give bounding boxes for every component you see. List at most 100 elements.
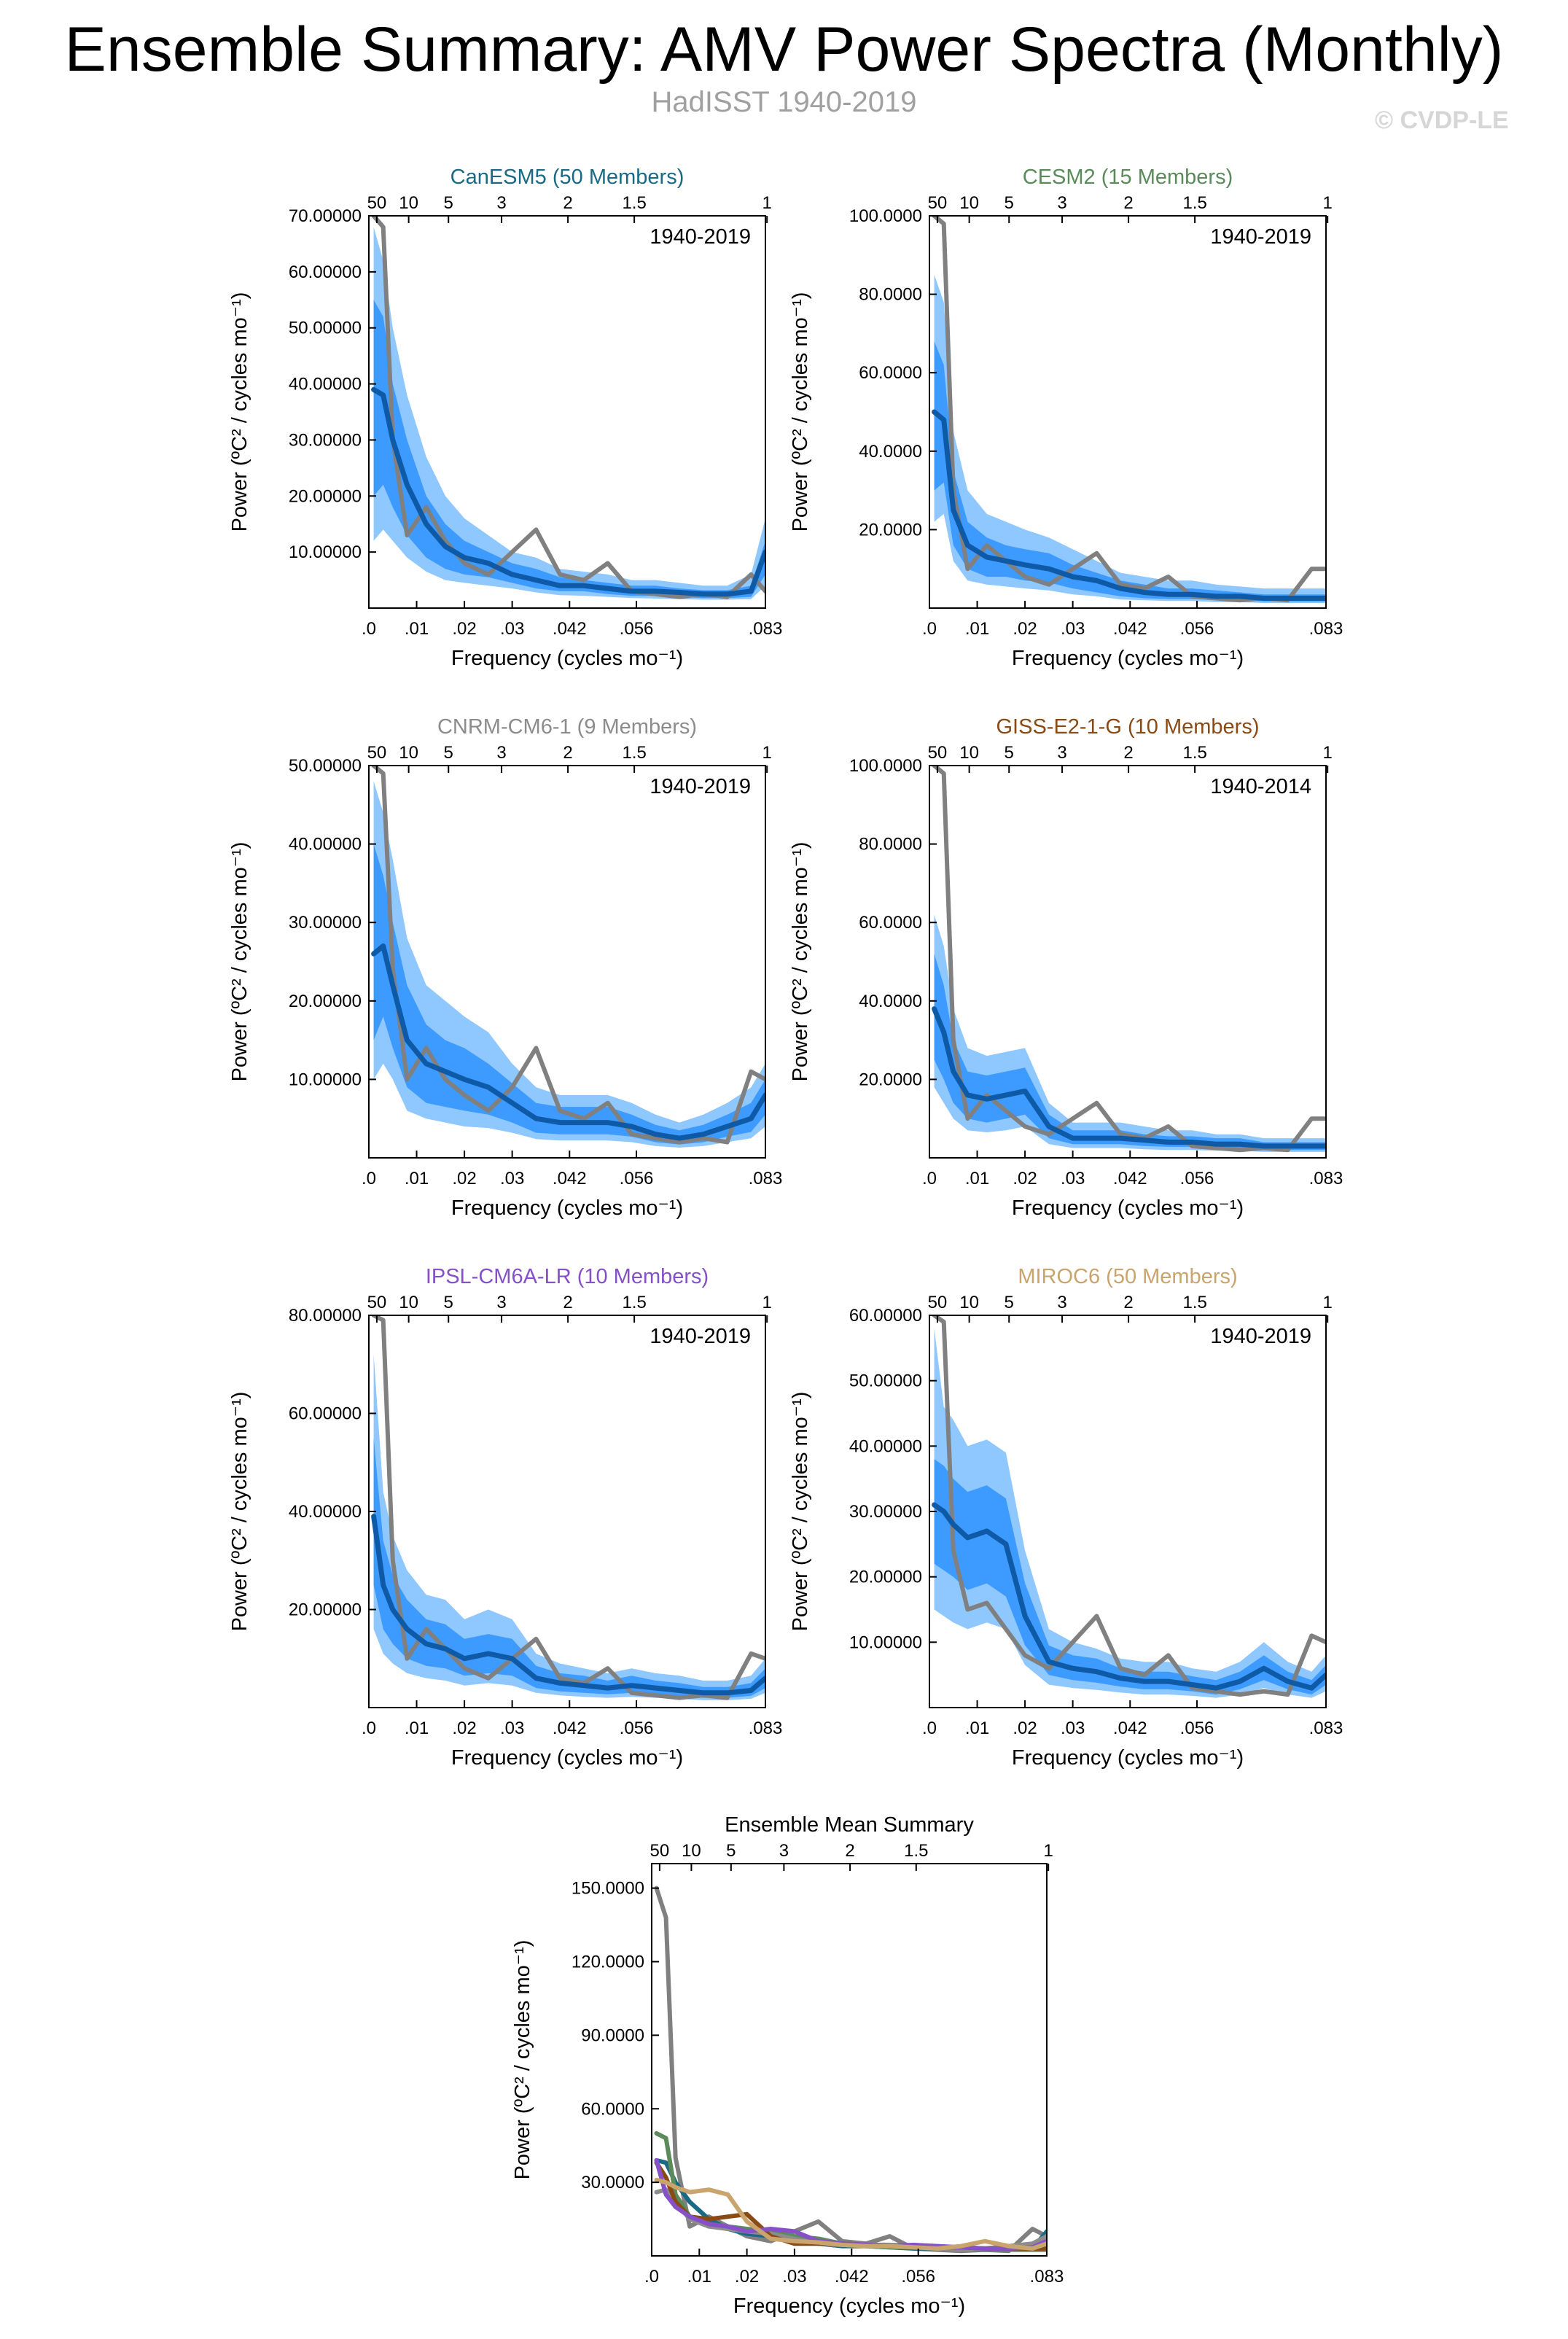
plot-frame [368, 215, 766, 609]
x-axis-label: Frequency (cycles mo⁻¹) [733, 2295, 965, 2318]
period-tick-label: 5 [1005, 1293, 1014, 1312]
period-label: 1940-2019 [1210, 225, 1311, 249]
x-axis-label: Frequency (cycles mo⁻¹) [1012, 647, 1244, 670]
y-tick-label: 10.00000 [289, 542, 362, 562]
period-label: 1940-2019 [650, 775, 751, 798]
period-label: 1940-2014 [1210, 775, 1311, 798]
x-tick-label: .056 [1180, 619, 1214, 639]
period-tick-label: 1 [1323, 193, 1333, 213]
x-tick-label: .083 [1309, 1169, 1343, 1188]
period-tick-label: 3 [1057, 1293, 1066, 1312]
period-tick-label: 3 [779, 1841, 789, 1861]
y-tick-label: 20.0000 [859, 1070, 922, 1089]
x-tick-label: .083 [749, 619, 783, 639]
period-tick-label: 3 [496, 1293, 506, 1312]
chart-3: .0 .01 .02 .03 .042 .056 .083 50 10 5 3 2 1.5 1 10.000… [228, 715, 782, 1220]
x-tick-label: .03 [1061, 1719, 1085, 1738]
period-tick-label: 1.5 [622, 1293, 646, 1312]
period-tick-label: 10 [399, 1293, 418, 1312]
y-tick-label: 60.0000 [859, 913, 922, 933]
x-tick-label: .083 [749, 1719, 783, 1738]
y-tick-label: 10.00000 [849, 1632, 922, 1652]
x-tick-label: .0 [922, 619, 937, 639]
plot-frame [651, 1863, 1048, 2257]
chart-title: CESM2 (15 Members) [1023, 166, 1233, 189]
chart-5: .0 .01 .02 .03 .042 .056 .083 50 10 5 3 2 1.5 1 20.000… [228, 1265, 782, 1770]
y-tick-label: 50.00000 [849, 1371, 922, 1391]
y-tick-label: 30.00000 [849, 1502, 922, 1522]
y-tick-label: 60.00000 [289, 1404, 362, 1424]
chart-title: GISS-E2-1-G (10 Members) [996, 715, 1260, 739]
x-axis-label: Frequency (cycles mo⁻¹) [1012, 1746, 1244, 1770]
x-tick-label: .03 [782, 2267, 806, 2287]
x-tick-label: .056 [620, 1719, 654, 1738]
x-tick-label: .056 [1180, 1719, 1214, 1738]
series-line-ipsl-cm6a-lr [654, 2157, 1047, 2251]
x-tick-label: .02 [1013, 1719, 1037, 1738]
y-tick-label: 20.00000 [289, 486, 362, 506]
period-tick-label: 2 [1123, 743, 1133, 763]
y-tick-label: 40.00000 [289, 375, 362, 394]
period-label: 1940-2019 [650, 225, 751, 249]
x-tick-label: .083 [1030, 2267, 1064, 2287]
plot-area [932, 1315, 1326, 1698]
period-tick-label: 5 [1005, 193, 1014, 213]
period-tick-label: 1 [1043, 1841, 1053, 1861]
x-tick-label: .042 [835, 2267, 869, 2287]
copyright-text: © CVDP-LE [1375, 106, 1509, 134]
y-tick-label: 60.0000 [581, 2099, 644, 2119]
y-axis-label: Power (ºC² / cycles mo⁻¹) [228, 1392, 251, 1632]
period-tick-label: 10 [959, 743, 979, 763]
x-tick-label: .056 [901, 2267, 935, 2287]
y-tick-label: 70.00000 [289, 206, 362, 226]
x-tick-label: .042 [1113, 1169, 1147, 1188]
chart-title: IPSL-CM6A-LR (10 Members) [426, 1265, 709, 1288]
period-tick-label: 10 [959, 193, 979, 213]
x-tick-label: .042 [1113, 619, 1147, 639]
y-tick-label: 90.0000 [581, 2025, 644, 2045]
y-tick-label: 80.0000 [859, 835, 922, 855]
page-subtitle: HadISST 1940-2019 [651, 86, 917, 118]
ensemble-mean-line [371, 943, 765, 1141]
period-tick-label: 1.5 [904, 1841, 928, 1861]
y-tick-label: 60.0000 [859, 363, 922, 383]
y-tick-label: 20.00000 [289, 992, 362, 1011]
y-tick-label: 40.00000 [289, 1502, 362, 1522]
x-tick-label: .042 [553, 1169, 587, 1188]
x-tick-label: .01 [405, 1169, 429, 1188]
period-tick-label: 2 [563, 743, 572, 763]
x-axis-label: Frequency (cycles mo⁻¹) [451, 1196, 683, 1220]
chart-1: .0 .01 .02 .03 .042 .056 .083 50 10 5 3 2 1.5 1 10.000… [228, 166, 782, 670]
y-tick-label: 20.0000 [859, 520, 922, 540]
period-tick-label: 10 [959, 1293, 979, 1312]
period-tick-label: 2 [1123, 1293, 1133, 1312]
period-tick-label: 1 [762, 743, 772, 763]
period-tick-label: 2 [1123, 193, 1133, 213]
x-tick-label: .056 [1180, 1169, 1214, 1188]
series-line-giss-e2-1-g [654, 2160, 1047, 2251]
period-tick-label: 10 [682, 1841, 701, 1861]
x-tick-label: .01 [965, 619, 989, 639]
period-tick-label: 1.5 [622, 193, 646, 213]
chart-6: .0 .01 .02 .03 .042 .056 .083 50 10 5 3 2 1.5 1 10.000… [789, 1265, 1343, 1770]
observed-line [371, 1315, 765, 1700]
period-label: 1940-2019 [650, 1325, 751, 1348]
y-tick-label: 60.00000 [289, 262, 362, 282]
period-tick-label: 1 [762, 1293, 772, 1312]
period-tick-label: 50 [928, 743, 948, 763]
x-tick-label: .01 [965, 1169, 989, 1188]
y-axis-label: Power (ºC² / cycles mo⁻¹) [789, 842, 812, 1082]
spread-band-inner [934, 1459, 1326, 1695]
chart-title: MIROC6 (50 Members) [1018, 1265, 1237, 1288]
ensemble-mean-line [932, 409, 1326, 601]
plot-frame [929, 215, 1327, 609]
chart-title: Ensemble Mean Summary [725, 1813, 974, 1837]
x-tick-label: .01 [965, 1719, 989, 1738]
y-tick-label: 60.00000 [849, 1306, 922, 1326]
y-tick-label: 120.0000 [572, 1953, 644, 1972]
y-tick-label: 100.0000 [849, 756, 922, 776]
plot-frame [368, 765, 766, 1159]
ensemble-mean-line [932, 1006, 1326, 1149]
spread-band-outer [373, 1354, 765, 1700]
x-tick-label: .083 [1309, 619, 1343, 639]
